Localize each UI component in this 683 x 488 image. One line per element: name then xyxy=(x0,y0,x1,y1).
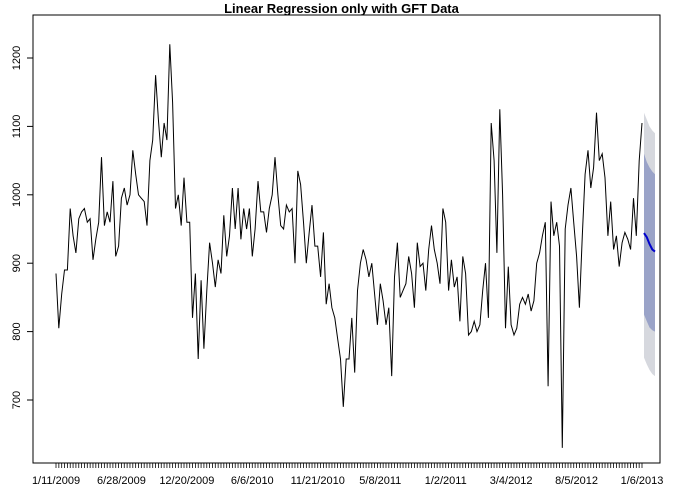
x-tick-label: 6/28/2009 xyxy=(97,475,146,487)
x-tick-label: 3/4/2012 xyxy=(490,475,533,487)
x-tick-label: 1/11/2009 xyxy=(32,475,80,487)
x-tick-label: 6/6/2010 xyxy=(231,475,274,487)
series-observed-line xyxy=(55,44,643,448)
x-tick-label: 11/21/2010 xyxy=(291,475,345,487)
x-tick-label: 1/2/2011 xyxy=(425,475,467,487)
y-tick-label: 800 xyxy=(11,322,23,340)
x-tick-label: 1/6/2013 xyxy=(621,475,664,487)
y-tick-label: 1100 xyxy=(11,115,23,139)
y-tick-label: 1200 xyxy=(11,46,23,70)
chart-title: Linear Regression only with GFT Data xyxy=(224,1,459,16)
series-forecast-line xyxy=(643,232,656,253)
y-tick-label: 1000 xyxy=(11,183,23,207)
plot-frame xyxy=(32,14,661,464)
y-axis: 700 800 900 1000 1100 1200 xyxy=(11,46,33,409)
x-axis: 1/11/2009 6/28/2009 12/20/2009 6/6/2010 11/2… xyxy=(32,462,664,487)
x-tick-label: 12/20/2009 xyxy=(159,475,214,487)
y-tick-label: 700 xyxy=(11,391,23,409)
x-tick-label: 5/8/2011 xyxy=(359,475,401,487)
x-tick-label: 8/5/2012 xyxy=(555,475,598,487)
y-tick-label: 900 xyxy=(11,254,23,272)
